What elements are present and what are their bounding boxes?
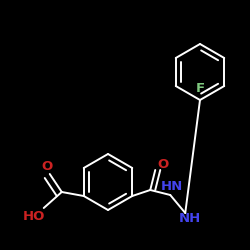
Text: O: O [41,160,52,173]
Text: NH: NH [179,212,201,224]
Text: HN: HN [161,180,183,194]
Text: O: O [158,158,169,172]
Text: HO: HO [22,210,45,222]
Text: F: F [196,82,204,94]
